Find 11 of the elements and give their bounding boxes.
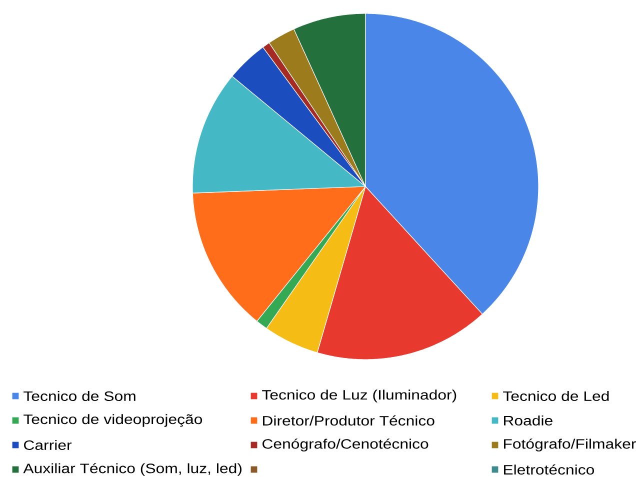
legend-label: Tecnico de Led <box>503 391 609 401</box>
legend-label: Diretor/Produtor Técnico <box>263 415 434 426</box>
legend-label: Eletrotécnico <box>504 464 594 475</box>
legend-label: Roadie <box>504 416 552 426</box>
legend-label: Tecnico de Luz (Iluminador) <box>262 390 456 402</box>
legend-label: Carrier <box>24 440 72 450</box>
legend-label: Fotógrafo/Filmaker <box>504 438 636 452</box>
legend-label: Tecnico de videoprojeção <box>24 414 202 427</box>
legend-label: Cenógrafo/Cenotécnico <box>262 438 428 452</box>
legend-label: Auxiliar Técnico (Som, luz, led) <box>23 463 242 476</box>
legend-label: Tecnico de Som <box>24 391 136 401</box>
